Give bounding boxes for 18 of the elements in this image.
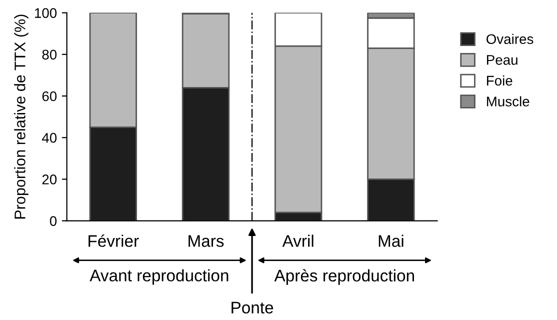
x-tick-label: Mai	[378, 234, 404, 247]
text: Après reproduction	[274, 269, 414, 285]
y-axis-title: Proportion relative de TTX (%)	[14, 14, 28, 219]
text: Avant reproduction	[90, 269, 228, 285]
legend-label: Muscle	[486, 96, 530, 106]
legend-label: Foie	[486, 75, 512, 86]
text: Ponte	[232, 302, 274, 314]
y-tick-label: 100	[35, 8, 57, 18]
y-tick-label: 80	[42, 50, 57, 60]
y-tick-label: 0	[50, 216, 57, 226]
legend-label: Ovaires	[486, 34, 534, 44]
y-tick-label: 40	[42, 132, 57, 143]
y-tick-label: 60	[42, 91, 57, 102]
x-tick-label: Mars	[188, 235, 224, 247]
x-tick-label: Avril	[282, 234, 314, 247]
legend-label: Peau	[486, 55, 518, 65]
x-tick-label: Février	[88, 234, 139, 247]
y-tick-label: 20	[42, 174, 57, 184]
